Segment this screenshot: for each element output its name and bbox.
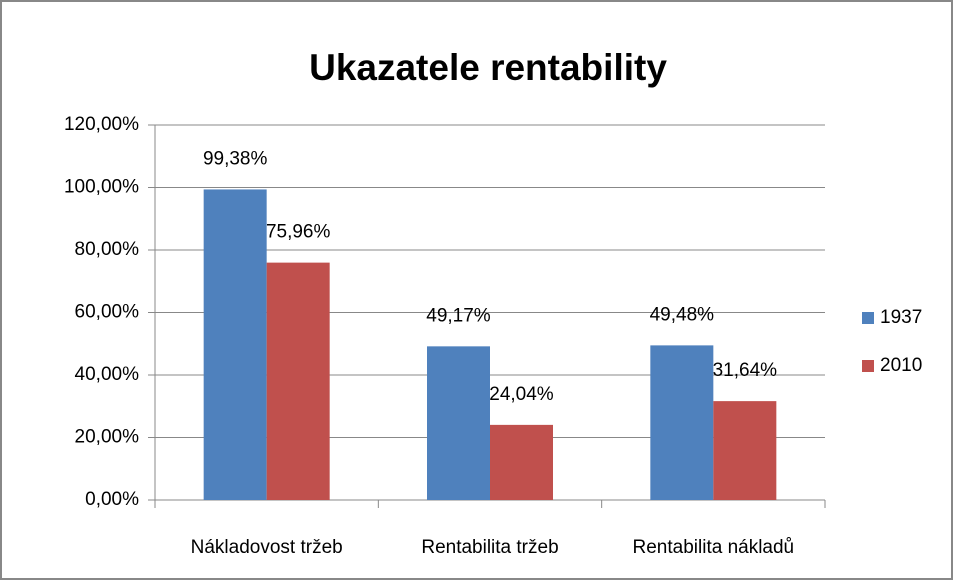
x-tick-label: Nákladovost tržeb xyxy=(191,537,343,558)
bar xyxy=(427,346,490,500)
y-tick-label: 120,00% xyxy=(64,114,139,135)
bar xyxy=(490,424,553,500)
chart-title: Ukazatele rentability xyxy=(309,47,667,88)
bar xyxy=(203,189,267,500)
y-tick-label: 40,00% xyxy=(75,364,140,385)
y-tick-label: 20,00% xyxy=(75,427,140,448)
legend-label: 1937 xyxy=(880,307,922,328)
bar xyxy=(266,262,330,500)
value-label: 75,96% xyxy=(266,222,331,243)
bar xyxy=(650,345,714,500)
legend-label: 2010 xyxy=(880,355,922,376)
value-label: 49,17% xyxy=(426,305,491,326)
value-label: 31,64% xyxy=(713,360,778,381)
x-tick-label: Rentabilita nákladů xyxy=(633,537,795,558)
value-label: 99,38% xyxy=(203,148,268,169)
legend-swatch xyxy=(862,312,874,324)
y-tick-label: 80,00% xyxy=(75,239,140,260)
y-tick-label: 0,00% xyxy=(85,489,139,510)
y-tick-label: 60,00% xyxy=(75,302,140,323)
y-tick-label: 100,00% xyxy=(64,177,139,198)
legend-swatch xyxy=(862,360,874,372)
value-label: 24,04% xyxy=(489,384,554,405)
bar xyxy=(713,401,777,500)
value-label: 49,48% xyxy=(650,304,715,325)
x-tick-label: Rentabilita tržeb xyxy=(421,537,558,558)
